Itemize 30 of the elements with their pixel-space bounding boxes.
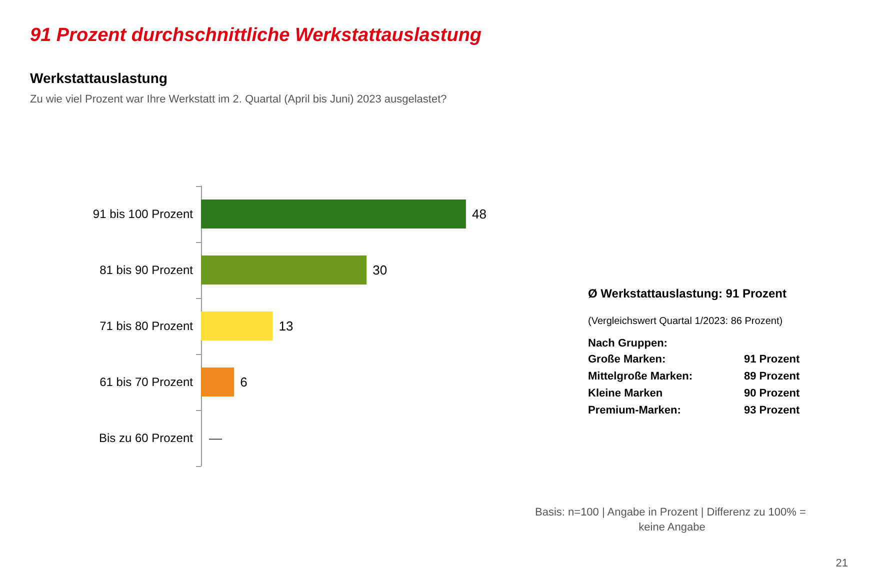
data-label: 48 bbox=[472, 206, 486, 222]
text: Basis: n=100 | Angabe in Prozent | Differenz zu 100% = keine Angabe bbox=[535, 506, 809, 534]
text: 93 Prozent bbox=[744, 404, 800, 416]
bar bbox=[201, 200, 466, 228]
bar bbox=[201, 312, 273, 340]
text: Große Marken: bbox=[588, 354, 666, 366]
text: Kleine Marken bbox=[588, 388, 663, 400]
chart-subtitle: Werkstattauslastung bbox=[30, 70, 168, 86]
data-label: 6 bbox=[240, 374, 248, 390]
text: Nach Gruppen: bbox=[588, 338, 668, 350]
y-tick-label: 81 bis 90 Prozent bbox=[100, 263, 194, 277]
y-tick-label: 91 bis 100 Prozent bbox=[92, 207, 194, 221]
text: Mittelgroße Marken: bbox=[588, 370, 693, 382]
chart-title: 91 Prozent durchschnittliche Werkstattauslastung bbox=[30, 25, 482, 46]
y-tick-label: 61 bis 70 Prozent bbox=[100, 375, 194, 389]
text: (Vergleichswert Quartal 1/2023: 86 Prozent) bbox=[588, 316, 783, 327]
text: 90 Prozent bbox=[744, 388, 800, 400]
text: Ø Werkstattauslastung: 91 Prozent bbox=[588, 286, 786, 300]
bar bbox=[201, 368, 234, 396]
bar bbox=[201, 256, 367, 284]
data-label: 13 bbox=[278, 318, 294, 334]
text: 91 Prozent bbox=[744, 354, 800, 366]
text: Zu wie viel Prozent war Ihre Werkstatt im 2. Quartal (April bis Juni) 2023 ausgelastet? bbox=[30, 94, 447, 106]
y-tick-label: 71 bis 80 Prozent bbox=[100, 319, 194, 333]
y-tick-label: Bis zu 60 Prozent bbox=[98, 431, 194, 445]
text: 21 bbox=[836, 558, 848, 570]
text: — bbox=[209, 430, 222, 446]
text: 89 Prozent bbox=[744, 370, 800, 382]
data-label: 30 bbox=[372, 262, 388, 278]
text: Premium-Marken: bbox=[588, 404, 681, 416]
